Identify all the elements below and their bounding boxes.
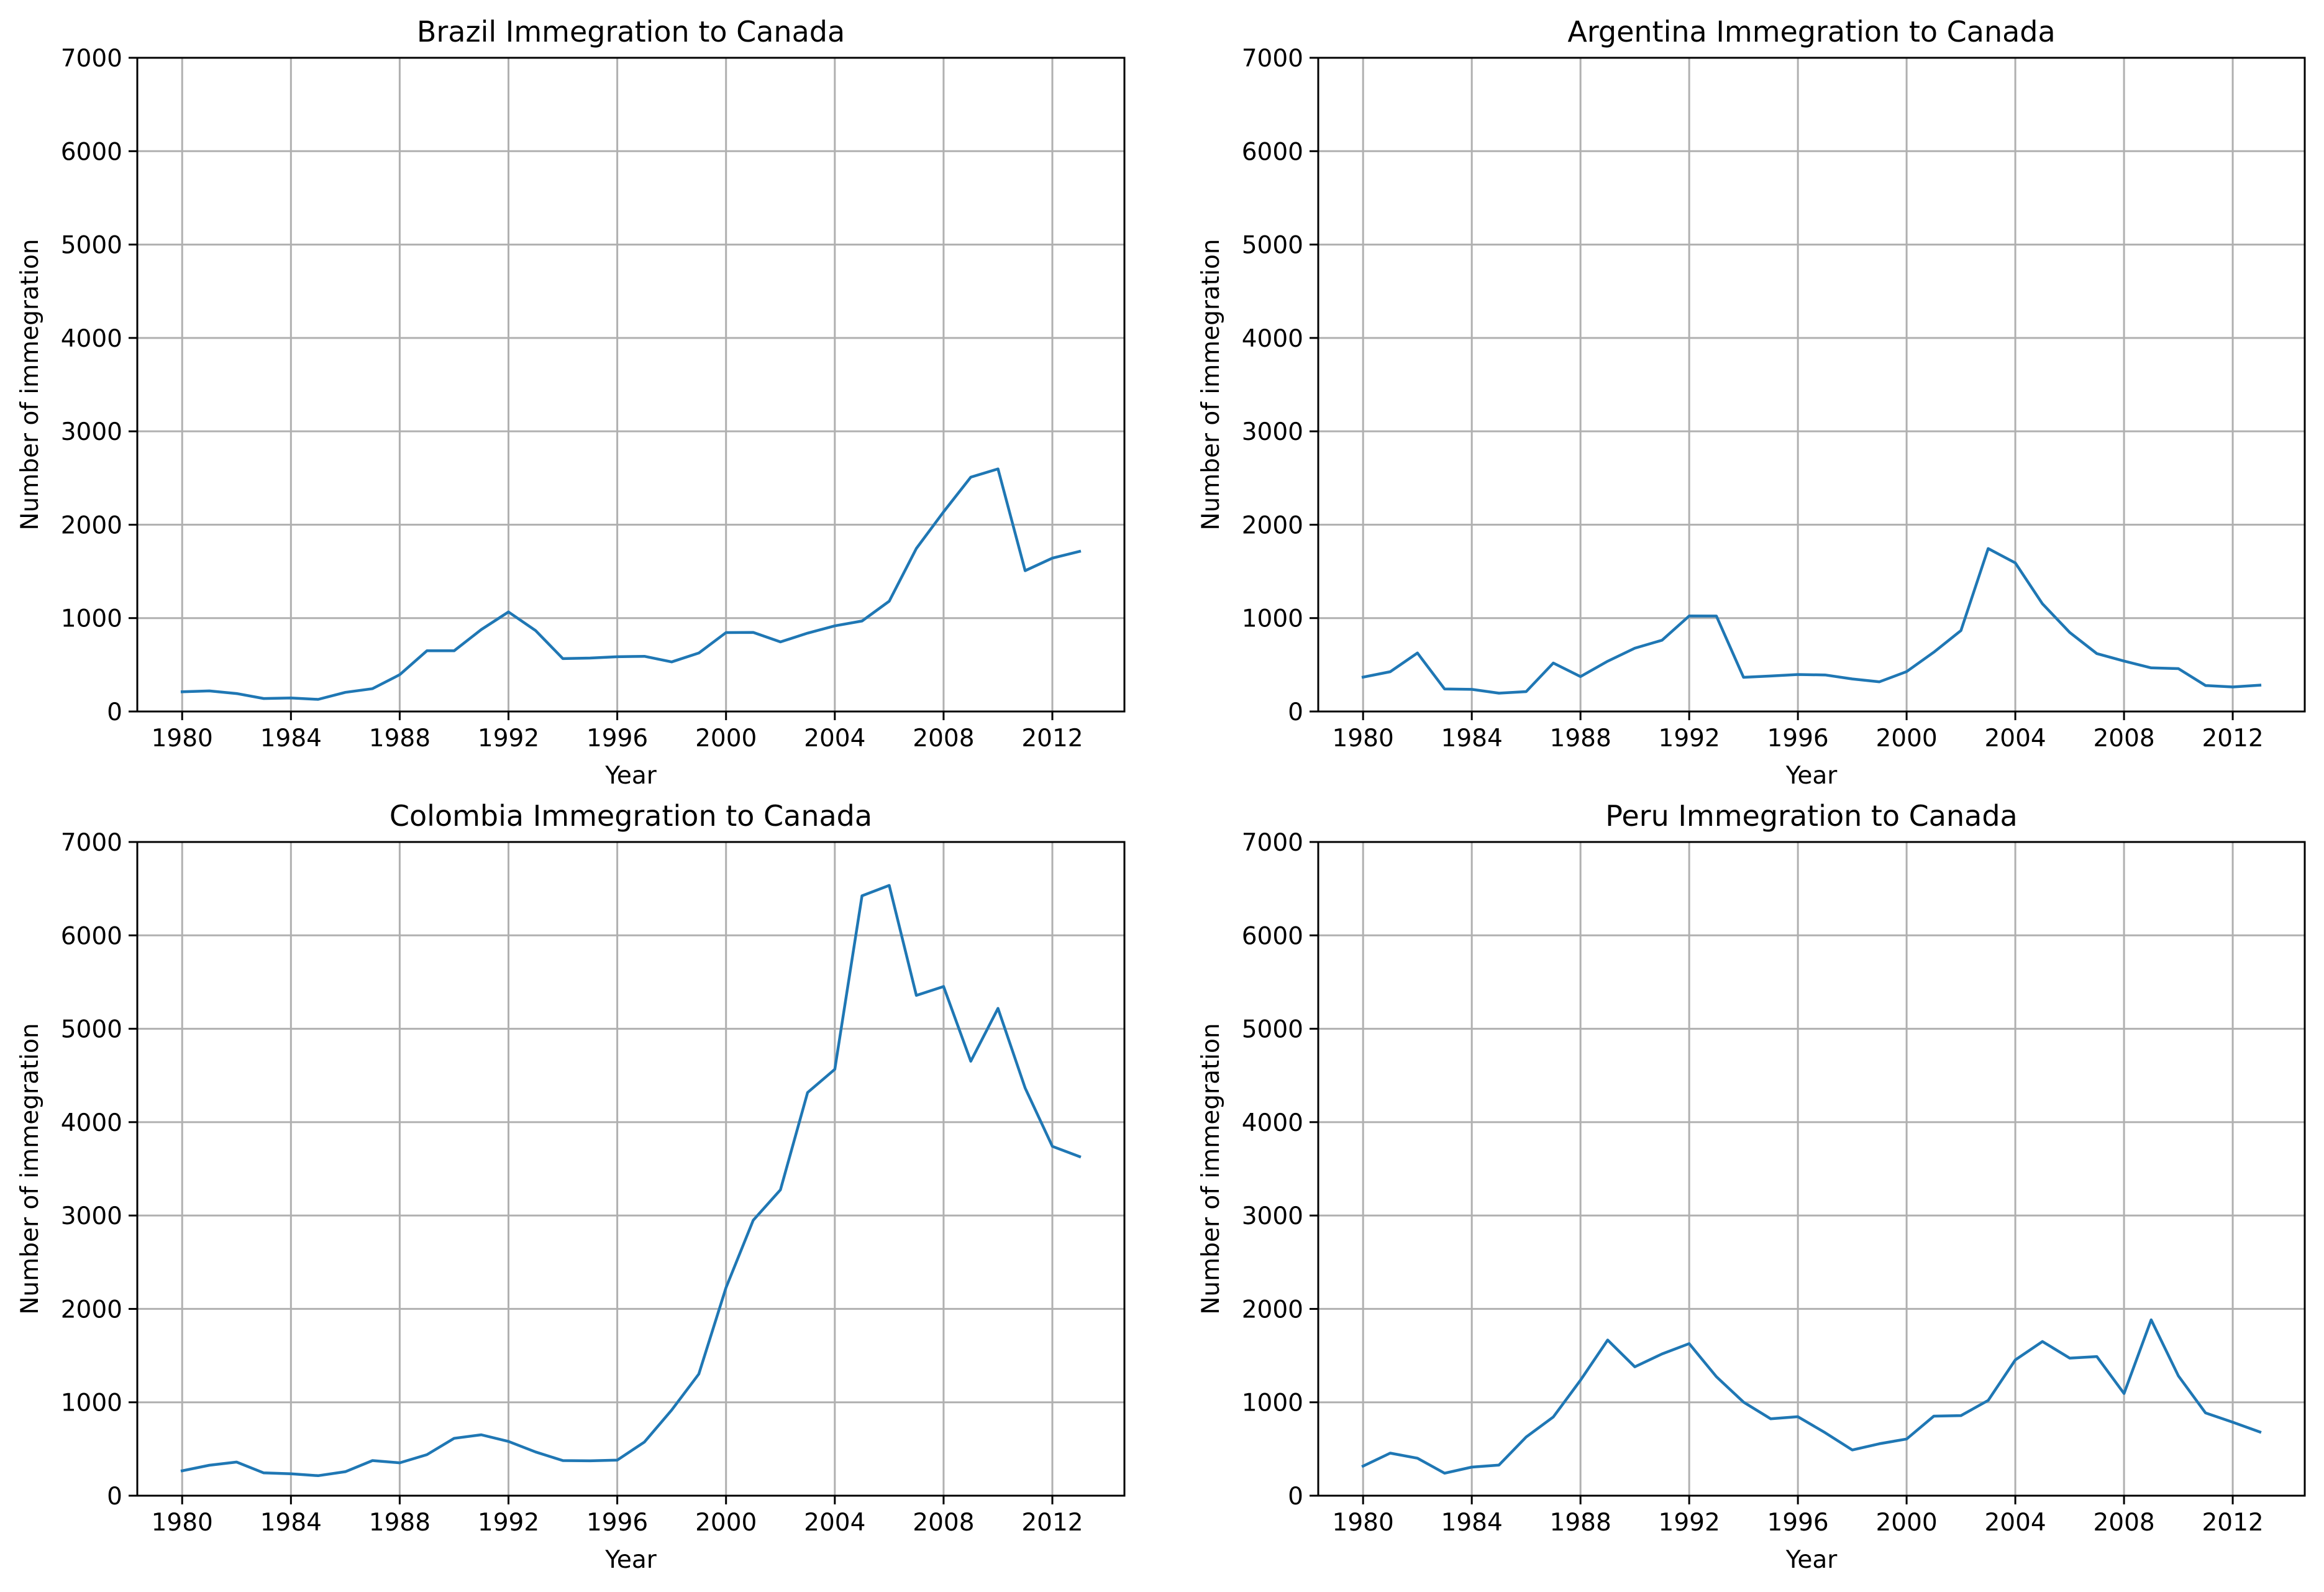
y-tick-label: 7000: [1242, 829, 1303, 857]
y-tick-label: 3000: [61, 418, 122, 446]
x-tick-label: 1992: [1659, 725, 1720, 753]
y-tick-label: 1000: [61, 1389, 122, 1417]
x-tick-label: 2004: [1984, 1509, 2046, 1537]
chart-title: Peru Immegration to Canada: [1605, 799, 2017, 833]
x-tick-label: 1984: [1441, 725, 1503, 753]
y-tick-label: 4000: [1242, 1109, 1303, 1137]
x-tick-label: 2012: [1021, 1509, 1083, 1537]
x-axis-label: Year: [604, 1546, 657, 1574]
y-tick-label: 1000: [1242, 1389, 1303, 1417]
x-tick-label: 2012: [2202, 725, 2263, 753]
x-tick-label: 2000: [1875, 725, 1937, 753]
chart-panel-4: 1980 1984 1988 1992 1996 2000 2004 2008 2012 0 100…: [1197, 799, 2306, 1574]
x-tick-label: 1992: [478, 725, 539, 753]
y-axis-label: Number of immegration: [16, 239, 44, 530]
y-tick-label: 4000: [1242, 325, 1303, 353]
x-tick-label: 2004: [804, 725, 865, 753]
x-tick-label: 1996: [1767, 725, 1828, 753]
x-tick-label: 1988: [369, 725, 431, 753]
x-tick-label: 2008: [913, 1509, 974, 1537]
x-axis-label: Year: [1785, 1546, 1838, 1574]
y-tick-label: 7000: [61, 45, 122, 73]
series-line: [180, 467, 1082, 701]
x-tick-label: 2008: [2093, 1509, 2154, 1537]
x-tick-label: 2012: [2202, 1509, 2263, 1537]
x-tick-label: 1988: [1550, 725, 1611, 753]
y-tick-label: 7000: [1242, 45, 1303, 73]
y-tick-label: 6000: [61, 138, 122, 166]
x-tick-label: 1996: [1767, 1509, 1828, 1537]
series-line: [1361, 547, 2262, 695]
plot-frame: [136, 841, 1126, 1497]
x-axis-label: Year: [604, 762, 657, 790]
x-tick-label: 1996: [586, 725, 648, 753]
y-tick-label: 1000: [61, 605, 122, 633]
x-tick-label: 2008: [2093, 725, 2154, 753]
chart-title: Brazil Immegration to Canada: [417, 15, 845, 48]
y-tick-label: 4000: [61, 325, 122, 353]
y-tick-label: 2000: [61, 511, 122, 539]
y-tick-label: 2000: [1242, 511, 1303, 539]
y-tick-label: 1000: [1242, 605, 1303, 633]
y-tick-label: 2000: [1242, 1296, 1303, 1324]
y-tick-label: 0: [107, 1483, 122, 1511]
y-tick-label: 5000: [61, 1016, 122, 1044]
x-tick-label: 1980: [1333, 725, 1394, 753]
x-tick-label: 1992: [478, 1509, 539, 1537]
y-tick-label: 3000: [1242, 1202, 1303, 1230]
x-tick-label: 2000: [695, 1509, 757, 1537]
y-tick-label: 0: [1288, 698, 1303, 726]
x-tick-label: 2004: [804, 1509, 865, 1537]
x-tick-label: 2000: [1875, 1509, 1937, 1537]
y-tick-label: 0: [1288, 1483, 1303, 1511]
y-tick-label: 4000: [61, 1109, 122, 1137]
y-tick-label: 5000: [61, 232, 122, 260]
plot-frame: [1317, 57, 2306, 713]
y-tick-label: 0: [107, 698, 122, 726]
chart-title: Colombia Immegration to Canada: [390, 799, 872, 833]
plot-frame: [1317, 841, 2306, 1497]
y-tick-label: 6000: [61, 922, 122, 950]
x-tick-label: 1980: [1333, 1509, 1394, 1537]
y-tick-label: 6000: [1242, 922, 1303, 950]
x-tick-label: 1984: [260, 725, 322, 753]
x-axis-label: Year: [1785, 762, 1838, 790]
x-tick-label: 2004: [1984, 725, 2046, 753]
y-tick-label: 3000: [61, 1202, 122, 1230]
x-tick-label: 1980: [152, 725, 213, 753]
x-tick-label: 1984: [1441, 1509, 1503, 1537]
x-tick-label: 1996: [586, 1509, 648, 1537]
chart-title: Argentina Immegration to Canada: [1567, 15, 2055, 48]
x-tick-label: 1988: [1550, 1509, 1611, 1537]
plot-frame: [136, 57, 1126, 713]
y-tick-label: 2000: [61, 1296, 122, 1324]
y-tick-label: 6000: [1242, 138, 1303, 166]
series-line: [180, 884, 1082, 1478]
series-line: [1361, 1318, 2262, 1475]
x-tick-label: 2000: [695, 725, 757, 753]
y-axis-label: Number of immegration: [16, 1023, 44, 1314]
chart-panel-1: 1980 1984 1988 1992 1996 2000 2004 2008 2012 0 100…: [16, 15, 1126, 790]
chart-panel-3: 1980 1984 1988 1992 1996 2000 2004 2008 2012 0 100…: [16, 799, 1126, 1574]
y-axis-label: Number of immegration: [1197, 1023, 1225, 1314]
x-tick-label: 2008: [913, 725, 974, 753]
y-axis-label: Number of immegration: [1197, 239, 1225, 530]
y-tick-label: 7000: [61, 829, 122, 857]
x-tick-label: 1984: [260, 1509, 322, 1537]
x-tick-label: 2012: [1021, 725, 1083, 753]
x-tick-label: 1992: [1659, 1509, 1720, 1537]
x-tick-label: 1980: [152, 1509, 213, 1537]
y-tick-label: 5000: [1242, 232, 1303, 260]
y-tick-label: 3000: [1242, 418, 1303, 446]
x-tick-label: 1988: [369, 1509, 431, 1537]
y-tick-label: 5000: [1242, 1016, 1303, 1044]
chart-panel-2: 1980 1984 1988 1992 1996 2000 2004 2008 2012 0 100…: [1197, 15, 2306, 790]
